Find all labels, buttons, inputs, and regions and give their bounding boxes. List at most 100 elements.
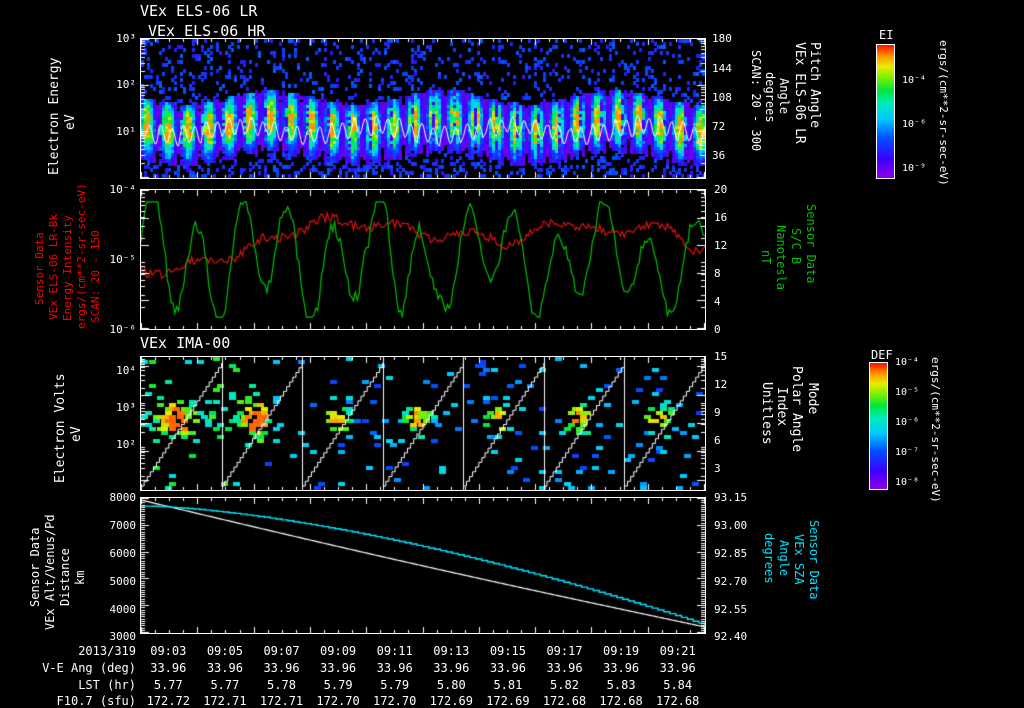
panel3-right-label-3: Unitless xyxy=(759,382,774,445)
def-colorbar-tick-3: 10⁻⁷ xyxy=(895,447,920,458)
time-axis-cell: 172.69 xyxy=(429,694,473,708)
panel2-rtick-2: 12 xyxy=(714,239,728,252)
panel3-rtick-3: 6 xyxy=(714,434,721,447)
ei-colorbar-tick-2: 10⁻⁹ xyxy=(902,163,927,174)
def-colorbar-units: ergs/(cm**2-sr-sec-eV) xyxy=(929,357,942,503)
time-axis-cell: 33.96 xyxy=(489,661,526,675)
panel4-left-label-2: Distance xyxy=(58,548,72,606)
time-axis-cell: 172.72 xyxy=(146,694,190,708)
panel1-title-hr: VEx ELS-06 HR xyxy=(148,22,266,40)
panel1-rtick-3: 72 xyxy=(712,120,726,133)
time-tick-label: 09:05 xyxy=(206,644,243,658)
panel2-rtick-3: 8 xyxy=(714,267,721,280)
panel4-rtick-1: 93.00 xyxy=(714,519,748,532)
panel3-rtick-1: 12 xyxy=(714,378,728,391)
panel1-right-sub-1: degrees xyxy=(763,72,777,123)
panel2-rtick-0: 20 xyxy=(714,183,728,196)
time-axis-cell: 5.77 xyxy=(210,678,240,692)
time-axis-cell: 172.68 xyxy=(599,694,643,708)
panel1-right-sub-2: SCAN: 20 - 300 xyxy=(749,50,763,152)
ei-colorbar-tick-1: 10⁻⁶ xyxy=(902,119,927,130)
panel-altitude-sza xyxy=(140,497,706,634)
time-axis-row-label: LST (hr) xyxy=(78,678,136,692)
ei-colorbar-tick-0: 10⁻⁴ xyxy=(902,75,927,86)
def-colorbar xyxy=(869,362,888,490)
panel3-right-label-0: Mode xyxy=(805,383,820,415)
def-colorbar-tick-1: 10⁻⁵ xyxy=(895,387,920,398)
panel2-right-label-2: Nanotesla xyxy=(774,225,788,291)
panel3-left-axis-unit: eV xyxy=(69,426,84,442)
time-axis-cell: 33.96 xyxy=(206,661,243,675)
panel1-ytick-0: 10³ xyxy=(116,32,136,45)
time-axis-cell: 172.69 xyxy=(486,694,530,708)
panel4-right-label-3: degrees xyxy=(762,533,776,584)
panel4-ytick-1: 7000 xyxy=(109,519,137,532)
panel2-ytick-0: 10⁻⁴ xyxy=(109,183,137,196)
time-axis-cell: 172.71 xyxy=(203,694,247,708)
panel1-ytick-2: 10¹ xyxy=(116,125,136,138)
panel2-rtick-4: 4 xyxy=(714,295,721,308)
panel1-rtick-1: 144 xyxy=(712,62,732,75)
time-tick-label: 09:19 xyxy=(603,644,640,658)
time-axis-cell: 33.96 xyxy=(320,661,357,675)
panel3-rtick-0: 15 xyxy=(714,350,728,363)
time-tick-label: 09:03 xyxy=(150,644,187,658)
time-axis-cell: 172.68 xyxy=(656,694,700,708)
panel2-rtick-1: 16 xyxy=(714,211,728,224)
panel2-right-label-1: S/C B xyxy=(789,228,803,265)
time-tick-label: 09:13 xyxy=(433,644,470,658)
panel3-ytick-1: 10³ xyxy=(116,401,136,414)
panel4-right-label-1: VEx SZA xyxy=(792,534,806,585)
time-axis-cell: 172.68 xyxy=(542,694,587,708)
time-axis-cell: 5.83 xyxy=(606,678,636,692)
panel4-ytick-0: 8000 xyxy=(109,491,137,504)
time-axis-cell: 5.77 xyxy=(153,678,183,692)
time-tick-label: 09:09 xyxy=(320,644,357,658)
time-axis-cell: 5.81 xyxy=(493,678,523,692)
panel2-left-label-2: Energy Intensity xyxy=(61,215,74,321)
panel1-right-label-1: VEx ELS-06 LR xyxy=(792,42,807,144)
panel3-left-axis-label: Electron Volts xyxy=(53,373,68,483)
time-tick-label: 09:17 xyxy=(546,644,583,658)
panel4-left-label-1: VEx Alt/Venus/Pd xyxy=(43,514,57,630)
time-tick-label: 09:15 xyxy=(489,644,526,658)
panel2-right-label-3: nT xyxy=(759,250,773,265)
panel-ima-spectrogram xyxy=(140,356,706,491)
time-tick-label: 09:07 xyxy=(263,644,300,658)
panel4-rtick-5: 92.40 xyxy=(714,630,748,643)
panel1-title-lr: VEx ELS-06 LR xyxy=(140,2,258,20)
panel3-ytick-2: 10² xyxy=(116,438,136,451)
time-axis-cell: 5.84 xyxy=(663,678,693,692)
panel1-rtick-4: 36 xyxy=(712,149,726,162)
ei-colorbar xyxy=(876,44,895,179)
panel3-ytick-0: 10⁴ xyxy=(116,364,136,377)
time-axis-cell: 33.96 xyxy=(659,661,696,675)
time-axis-cell: 5.80 xyxy=(436,678,466,692)
panel4-left-label-0: Sensor Data xyxy=(28,527,42,607)
time-axis-cell: 5.79 xyxy=(380,678,410,692)
time-tick-label: 09:21 xyxy=(659,644,696,658)
panel3-rtick-4: 3 xyxy=(714,462,721,475)
panel4-right-label-2: Angle xyxy=(777,540,791,577)
panel4-rtick-0: 93.15 xyxy=(714,491,748,504)
panel2-left-label-0: Sensor Data xyxy=(33,232,46,305)
panel4-rtick-3: 92.70 xyxy=(714,575,748,588)
time-axis-row-label: 2013/319 xyxy=(78,644,136,658)
panel4-rtick-4: 92.55 xyxy=(714,603,748,616)
panel2-right-label-0: Sensor Data xyxy=(804,204,818,284)
time-axis-cell: 5.82 xyxy=(550,678,579,692)
def-colorbar-tick-2: 10⁻⁶ xyxy=(895,417,920,428)
panel1-left-axis-unit: eV xyxy=(63,114,78,130)
panel2-left-label-3: ergs/(cm**2-sr-sec-eV) xyxy=(75,183,88,329)
time-tick-label: 09:11 xyxy=(376,644,413,658)
panel2-ytick-1: 10⁻⁵ xyxy=(109,253,137,266)
time-axis-cell: 33.96 xyxy=(433,661,470,675)
panel1-right-label-0: Pitch Angle xyxy=(807,42,822,129)
time-axis-cell: 33.96 xyxy=(376,661,413,675)
panel3-right-label-2: Index xyxy=(774,387,789,427)
panel3-right-label-1: Polar Angle xyxy=(789,366,804,453)
time-axis-cell: 172.71 xyxy=(259,694,304,708)
time-axis-cell: 33.96 xyxy=(263,661,300,675)
ei-colorbar-units: ergs/(cm**2-sr-sec-eV) xyxy=(937,40,950,186)
def-colorbar-tick-4: 10⁻⁸ xyxy=(895,477,920,488)
